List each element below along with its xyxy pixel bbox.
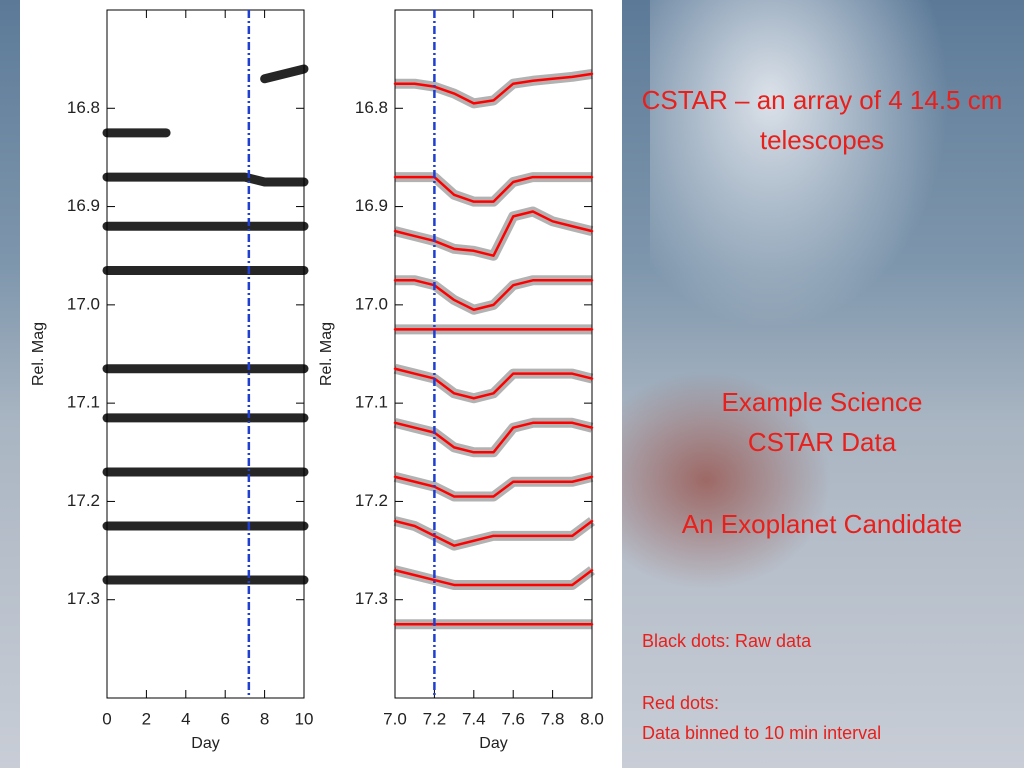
x-tick-label: 2 bbox=[142, 709, 151, 728]
binned-line bbox=[393, 175, 594, 203]
x-tick-label: 4 bbox=[181, 709, 190, 728]
x-tick-label: 7.0 bbox=[383, 709, 407, 728]
y-tick-label: 16.9 bbox=[67, 196, 100, 215]
binned-line bbox=[393, 279, 594, 312]
raw-data-band bbox=[102, 172, 309, 187]
y-tick-label: 17.1 bbox=[355, 393, 388, 412]
raw-data-band bbox=[393, 472, 594, 502]
raw-data-band bbox=[395, 172, 592, 207]
subheading: Example Science bbox=[721, 387, 923, 417]
binned-line bbox=[393, 367, 594, 400]
x-tick-label: 7.2 bbox=[423, 709, 447, 728]
x-tick-label: 7.4 bbox=[462, 709, 486, 728]
x-tick-label: 7.6 bbox=[501, 709, 525, 728]
chart-panel bbox=[20, 0, 622, 768]
binned-line bbox=[393, 475, 594, 498]
y-tick-label: 16.8 bbox=[67, 98, 100, 117]
note: Black dots: Raw data bbox=[642, 631, 812, 651]
y-tick-label: 16.8 bbox=[355, 98, 388, 117]
y-tick-label: 17.3 bbox=[67, 589, 100, 608]
charts: 16.8 16.9 17.0 17.1 17.2 17.3 0 2 4 6 8 10 Day Rel. M… bbox=[30, 9, 604, 752]
y-tick-label: 17.0 bbox=[355, 294, 388, 313]
x-tick-label: 7.8 bbox=[541, 709, 565, 728]
x-axis-label: Day bbox=[479, 735, 507, 752]
y-tick-label: 17.1 bbox=[67, 393, 100, 412]
y-tick-label: 16.9 bbox=[355, 196, 388, 215]
heading: CSTAR – an array of 4 14.5 cm telescopes bbox=[641, 85, 1003, 155]
subheading: CSTAR Data bbox=[747, 427, 897, 457]
y-axis-label: Rel. Mag bbox=[318, 322, 335, 386]
plot-frame bbox=[106, 9, 305, 699]
y-tick-label: 17.2 bbox=[355, 491, 388, 510]
subheading: An Exoplanet Candidate bbox=[681, 509, 963, 539]
y-axis-label: Rel. Mag bbox=[30, 322, 47, 386]
note: Data binned to 10 min interval bbox=[642, 723, 882, 743]
note: Red dots: bbox=[642, 693, 720, 713]
x-tick-label: 0 bbox=[102, 709, 111, 728]
photo-vehicle bbox=[622, 370, 832, 590]
raw-data-band bbox=[260, 64, 309, 84]
x-tick-label: 8.0 bbox=[580, 709, 604, 728]
raw-data-band bbox=[393, 206, 594, 261]
x-axis-label: Day bbox=[191, 735, 219, 752]
raw-data-band bbox=[393, 417, 594, 458]
photo-steam bbox=[650, 0, 950, 330]
raw-data-band bbox=[393, 516, 595, 551]
y-tick-label: 17.0 bbox=[67, 294, 100, 313]
x-tick-label: 6 bbox=[220, 709, 229, 728]
y-tick-label: 17.3 bbox=[355, 589, 388, 608]
y-tick-label: 17.2 bbox=[67, 491, 100, 510]
plot-frame bbox=[394, 9, 593, 699]
x-tick-label: 8 bbox=[260, 709, 269, 728]
x-tick-label: 10 bbox=[295, 709, 314, 728]
binned-line bbox=[393, 210, 594, 257]
binned-line bbox=[393, 519, 594, 547]
binned-line bbox=[393, 72, 594, 105]
binned-line bbox=[393, 421, 594, 454]
binned-line bbox=[393, 568, 594, 587]
